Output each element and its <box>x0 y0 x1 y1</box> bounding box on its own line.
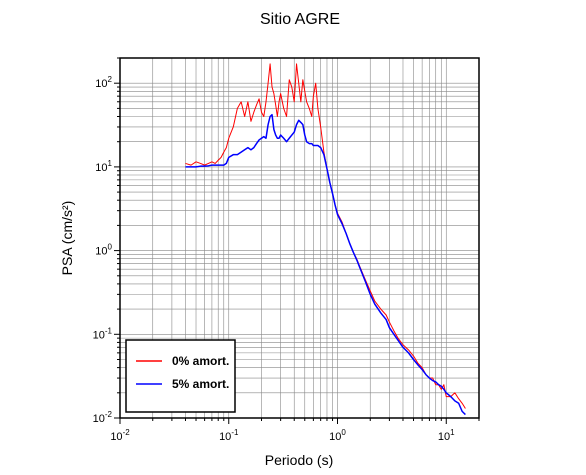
grid <box>119 57 480 419</box>
y-tick-label: 101 <box>95 159 112 174</box>
x-axis-title: Periodo (s) <box>265 452 333 468</box>
chart-title: Sitio AGRE <box>260 11 340 28</box>
series-line-0 <box>185 63 466 409</box>
y-tick-label: 100 <box>95 243 112 258</box>
y-axis-title: PSA (cm/s²) <box>59 201 75 276</box>
y-tick-label: 10-1 <box>93 326 113 341</box>
y-tick-label: 102 <box>95 75 112 90</box>
x-tick-label: 10-2 <box>110 428 130 443</box>
series-line-1 <box>185 113 466 416</box>
x-tick-label: 100 <box>329 428 346 443</box>
x-tick-label: 10-1 <box>219 428 239 443</box>
axis-ticks: 10-2 10-1 100 101 10-2 10-1 100 101 102 <box>93 57 480 443</box>
legend-label-0pct: 0% amort. <box>172 354 229 368</box>
plot-frame <box>119 57 480 419</box>
y-tick-label: 10-2 <box>93 410 113 425</box>
legend-label-5pct: 5% amort. <box>172 377 229 391</box>
x-tick-label: 101 <box>438 428 455 443</box>
legend-box <box>125 339 236 413</box>
legend: 0% amort. 5% amort. <box>125 339 236 413</box>
series-lines <box>185 63 466 416</box>
